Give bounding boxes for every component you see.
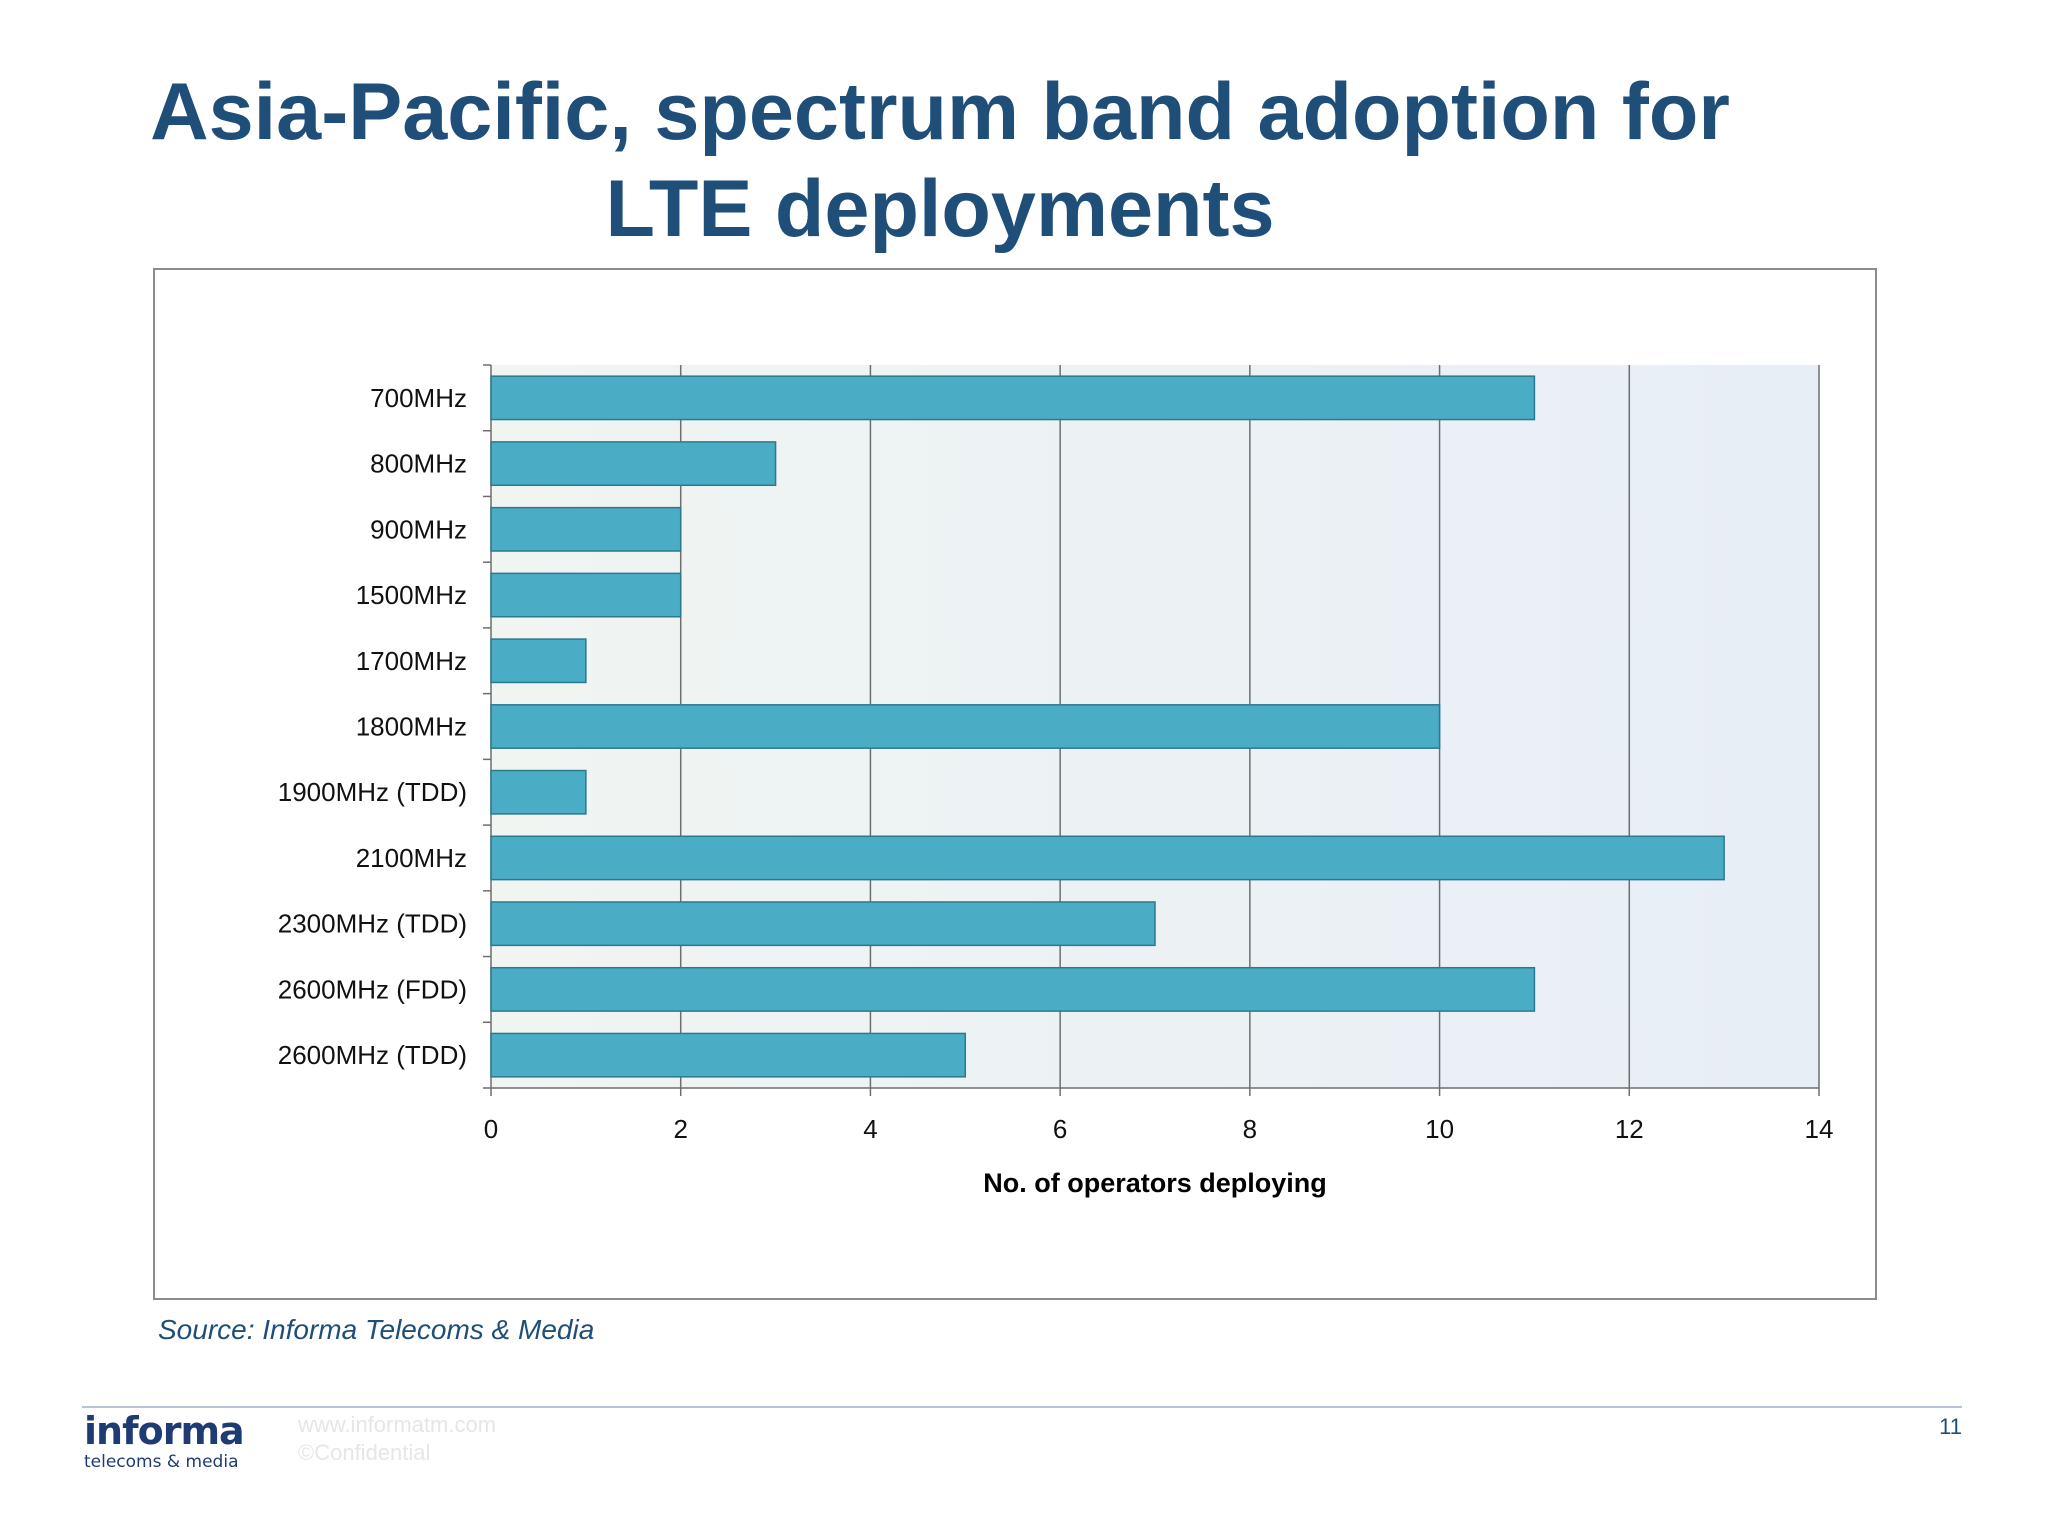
category-label: 2600MHz (TDD) bbox=[278, 1040, 467, 1070]
x-tick-label: 2 bbox=[673, 1114, 687, 1144]
logo-wordmark: informa bbox=[84, 1409, 245, 1453]
bar bbox=[490, 572, 682, 618]
x-tick-label: 0 bbox=[484, 1114, 498, 1144]
bar bbox=[490, 1032, 967, 1078]
category-label: 2100MHz bbox=[356, 843, 467, 873]
bar bbox=[490, 704, 1441, 749]
bar bbox=[490, 638, 587, 684]
slide-title-line-2: LTE deployments bbox=[605, 164, 1275, 254]
bar bbox=[490, 769, 587, 815]
category-label: 2600MHz (FDD) bbox=[278, 974, 467, 1004]
category-label: 1900MHz (TDD) bbox=[278, 777, 467, 807]
bar bbox=[490, 966, 1536, 1012]
informa-logo: informa telecoms & media bbox=[84, 1409, 245, 1472]
category-label: 1700MHz bbox=[356, 646, 467, 676]
bar bbox=[490, 441, 777, 487]
footer-divider bbox=[82, 1406, 1962, 1408]
category-label: 1800MHz bbox=[356, 712, 467, 742]
bar bbox=[490, 835, 1725, 881]
x-tick-label: 8 bbox=[1243, 1114, 1257, 1144]
category-label: 900MHz bbox=[370, 514, 467, 544]
x-axis-title: No. of operators deploying bbox=[983, 1168, 1327, 1198]
source-note: Source: Informa Telecoms & Media bbox=[158, 1314, 595, 1345]
bar-chart: 700MHz 800MHz 900MHz 1500MHz 1700MHz 1800MHz 1… bbox=[278, 364, 1834, 1198]
x-tick-label: 10 bbox=[1425, 1114, 1454, 1144]
category-label: 700MHz bbox=[370, 383, 467, 413]
footer-website: www.informatm.com bbox=[298, 1412, 497, 1437]
x-tick-label: 6 bbox=[1053, 1114, 1067, 1144]
page-number: 11 bbox=[1939, 1414, 1962, 1439]
slide-title-line-1: Asia-Pacific, spectrum band adoption for bbox=[150, 67, 1730, 157]
footer-confidential: ©Confidential bbox=[298, 1440, 431, 1465]
x-tick-label: 12 bbox=[1615, 1114, 1644, 1144]
category-label: 800MHz bbox=[370, 449, 467, 479]
x-tick-label: 14 bbox=[1805, 1114, 1834, 1144]
bar bbox=[490, 375, 1536, 421]
slide-title: Asia-Pacific, spectrum band adoption for… bbox=[140, 64, 1740, 258]
bar bbox=[490, 901, 1156, 947]
category-label: 1500MHz bbox=[356, 580, 467, 610]
logo-tagline: telecoms & media bbox=[84, 1452, 239, 1472]
bar bbox=[490, 506, 682, 552]
category-label: 2300MHz (TDD) bbox=[278, 909, 467, 939]
chart-frame: 700MHz 800MHz 900MHz 1500MHz 1700MHz 1800MHz 1… bbox=[153, 268, 1877, 1300]
x-tick-label: 4 bbox=[863, 1114, 877, 1144]
